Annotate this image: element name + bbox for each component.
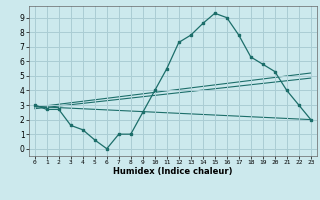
X-axis label: Humidex (Indice chaleur): Humidex (Indice chaleur) (113, 167, 233, 176)
